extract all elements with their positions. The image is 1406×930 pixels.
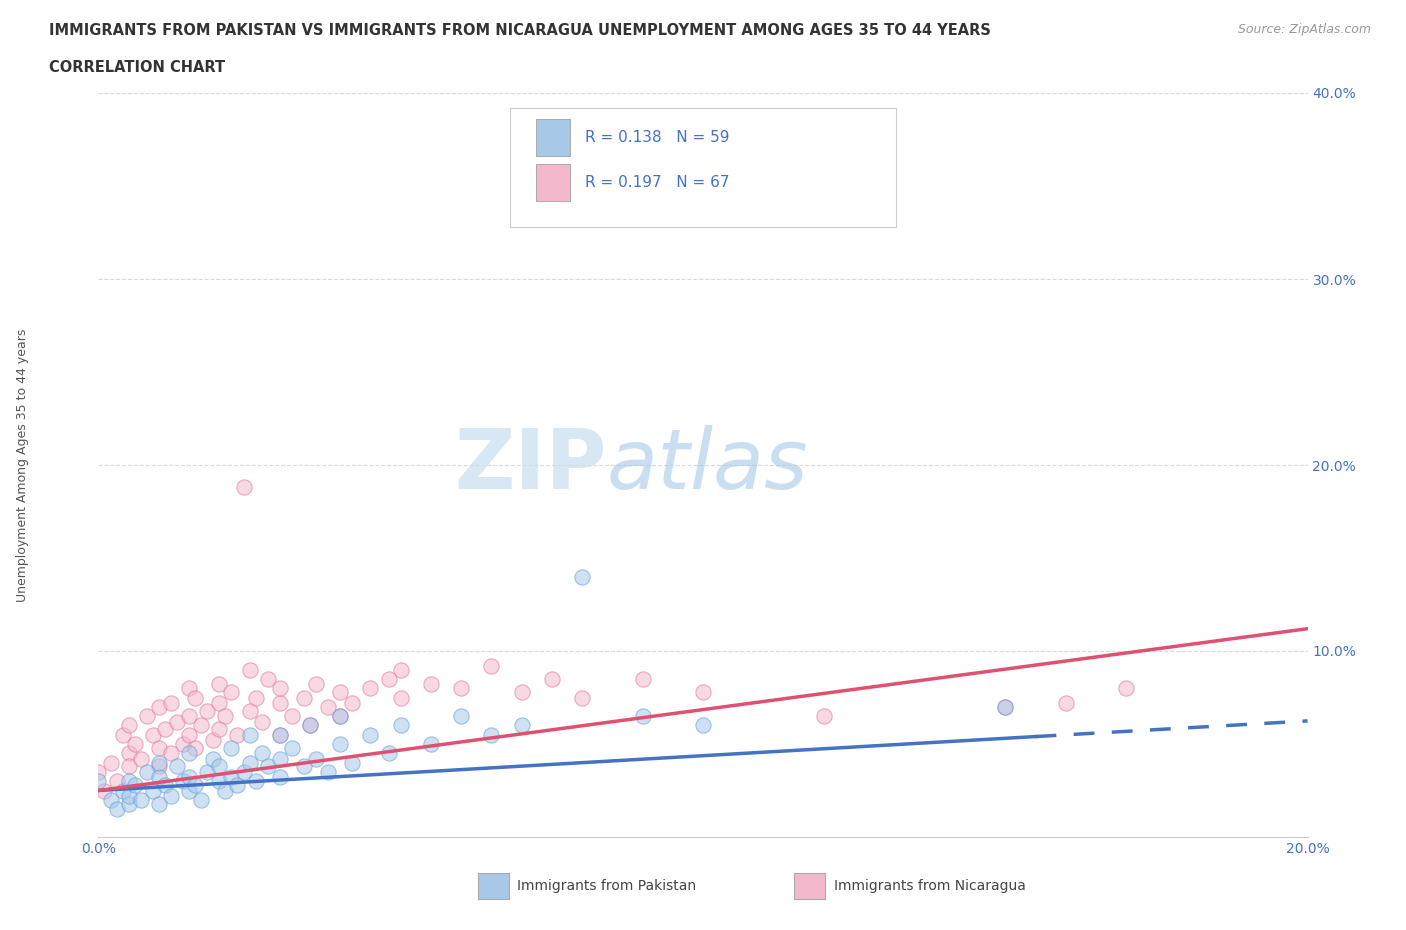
Text: atlas: atlas bbox=[606, 424, 808, 506]
Text: ZIP: ZIP bbox=[454, 424, 606, 506]
Text: Immigrants from Nicaragua: Immigrants from Nicaragua bbox=[834, 879, 1025, 894]
Bar bbox=[536, 119, 569, 156]
Text: Immigrants from Pakistan: Immigrants from Pakistan bbox=[517, 879, 696, 894]
Text: CORRELATION CHART: CORRELATION CHART bbox=[49, 60, 225, 75]
FancyBboxPatch shape bbox=[509, 108, 897, 227]
Text: R = 0.138   N = 59: R = 0.138 N = 59 bbox=[585, 130, 728, 145]
Text: R = 0.197   N = 67: R = 0.197 N = 67 bbox=[585, 175, 728, 190]
Text: IMMIGRANTS FROM PAKISTAN VS IMMIGRANTS FROM NICARAGUA UNEMPLOYMENT AMONG AGES 35: IMMIGRANTS FROM PAKISTAN VS IMMIGRANTS F… bbox=[49, 23, 991, 38]
Text: Source: ZipAtlas.com: Source: ZipAtlas.com bbox=[1237, 23, 1371, 36]
Bar bbox=[536, 164, 569, 201]
Y-axis label: Unemployment Among Ages 35 to 44 years: Unemployment Among Ages 35 to 44 years bbox=[15, 328, 30, 602]
